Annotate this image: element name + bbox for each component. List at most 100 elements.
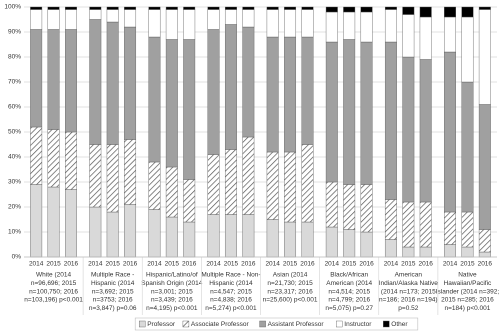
group-label: Hawaiian/Pacific: [444, 280, 492, 287]
legend-swatch: [336, 320, 343, 328]
group-label: n=96,696; 2015: [31, 280, 77, 287]
bar-segment: [65, 189, 77, 258]
bar-segment: [478, 9, 491, 105]
x-tick-label: 2015: [46, 261, 61, 268]
x-tick-label: 2014: [88, 261, 103, 268]
x-tick-label: 2016: [478, 261, 493, 268]
bar-segment: [30, 6, 43, 10]
y-tick-label: 20%: [8, 204, 21, 211]
group-label: n=4,838; 2016: [210, 297, 252, 304]
bar-segment: [47, 186, 60, 258]
x-tick-label: 2014: [384, 261, 399, 268]
group-label: n=21,730; 2015: [267, 280, 313, 287]
bar-segment: [384, 239, 397, 258]
bar-segment: [207, 6, 220, 10]
bar-segment: [419, 201, 432, 248]
group-label: Spanish Origin (2014: [141, 280, 202, 287]
group-label: Islander (2014 n=392;: [436, 288, 500, 295]
legend-label: Associate Professor: [191, 321, 250, 328]
bar-segment: [207, 154, 220, 215]
group-label: n=4,514; 2015: [328, 288, 370, 295]
legend-swatch: [182, 320, 190, 328]
bar-segment: [65, 29, 77, 133]
group-label: Black/African: [330, 272, 368, 279]
bar-segment: [47, 9, 60, 30]
bar-segment: [89, 6, 102, 10]
y-tick-label: 60%: [8, 104, 21, 111]
bar-segment: [30, 184, 43, 258]
bar-segment: [444, 6, 456, 18]
bar-segment: [478, 229, 491, 253]
bar-segment: [461, 16, 474, 83]
group-label: n=3,001; 2015: [151, 288, 193, 295]
group-label: n=184) p<0.001: [444, 305, 490, 312]
x-tick-label: 2014: [443, 261, 458, 268]
bar-segment: [402, 56, 415, 203]
bar-segment: [402, 6, 415, 15]
bar-segment: [343, 229, 356, 258]
bar-segment: [165, 166, 178, 218]
bar-segment: [224, 9, 237, 25]
bar-segment: [224, 149, 237, 215]
bar-segment: [242, 136, 255, 215]
y-tick-label: 80%: [8, 54, 21, 61]
bar-segment: [284, 221, 297, 258]
bar-segment: [419, 246, 432, 258]
bar-segment: [124, 9, 137, 28]
bar-segment: [360, 6, 373, 13]
bar-segment: [207, 29, 220, 155]
bar-segment: [384, 199, 397, 240]
group-label: n=25,600) p<0.001: [263, 297, 318, 304]
bar-segment: [242, 26, 255, 138]
bar-segment: [106, 9, 119, 23]
bar-segment: [266, 151, 279, 220]
y-tick-label: 50%: [8, 129, 21, 136]
bar-segment: [284, 6, 297, 10]
x-tick-label: 2016: [182, 261, 197, 268]
x-tick-label: 2016: [300, 261, 315, 268]
group-label: Hispanic/Latino/of: [146, 272, 198, 279]
bar-segment: [419, 6, 432, 18]
bar-segment: [30, 126, 43, 185]
bar-segment: [384, 41, 397, 200]
bar-segment: [65, 6, 77, 10]
bar-segment: [301, 9, 314, 38]
bar-segment: [343, 11, 356, 40]
bar-segment: [461, 6, 474, 18]
x-tick-label: 2014: [29, 261, 44, 268]
bar-segment: [419, 59, 432, 203]
x-tick-label: 2014: [206, 261, 221, 268]
bar-segment: [183, 221, 196, 258]
y-tick-label: 30%: [8, 179, 21, 186]
bar-segment: [148, 6, 161, 10]
bar-segment: [325, 181, 338, 228]
x-tick-label: 2014: [325, 261, 340, 268]
bar-segment: [402, 201, 415, 248]
group-label: Asian (2014: [273, 272, 308, 279]
bar-segment: [47, 6, 60, 10]
bar-segment: [284, 151, 297, 223]
x-tick-label: 2015: [105, 261, 120, 268]
bar-segment: [444, 211, 456, 245]
bar-segment: [301, 144, 314, 223]
bar-segment: [402, 246, 415, 258]
group-label: Hispanic (2014: [209, 280, 253, 287]
legend-label: Instructor: [344, 321, 372, 328]
y-tick-label: 70%: [8, 79, 21, 86]
bar-segment: [30, 9, 43, 30]
y-tick-label: 10%: [8, 229, 21, 236]
bar-segment: [224, 24, 237, 150]
x-tick-label: 2015: [401, 261, 416, 268]
group-label: White (2014: [36, 272, 71, 279]
bar-segment: [444, 51, 456, 213]
bar-segment: [325, 6, 338, 13]
group-label: American (2014: [326, 280, 372, 287]
bar-segment: [301, 6, 314, 10]
bar-segment: [207, 9, 220, 30]
bar-segment: [461, 81, 474, 213]
x-tick-label: 2015: [283, 261, 298, 268]
legend-swatch: [138, 320, 146, 328]
bar-segment: [183, 179, 196, 223]
bar-segment: [343, 6, 356, 13]
